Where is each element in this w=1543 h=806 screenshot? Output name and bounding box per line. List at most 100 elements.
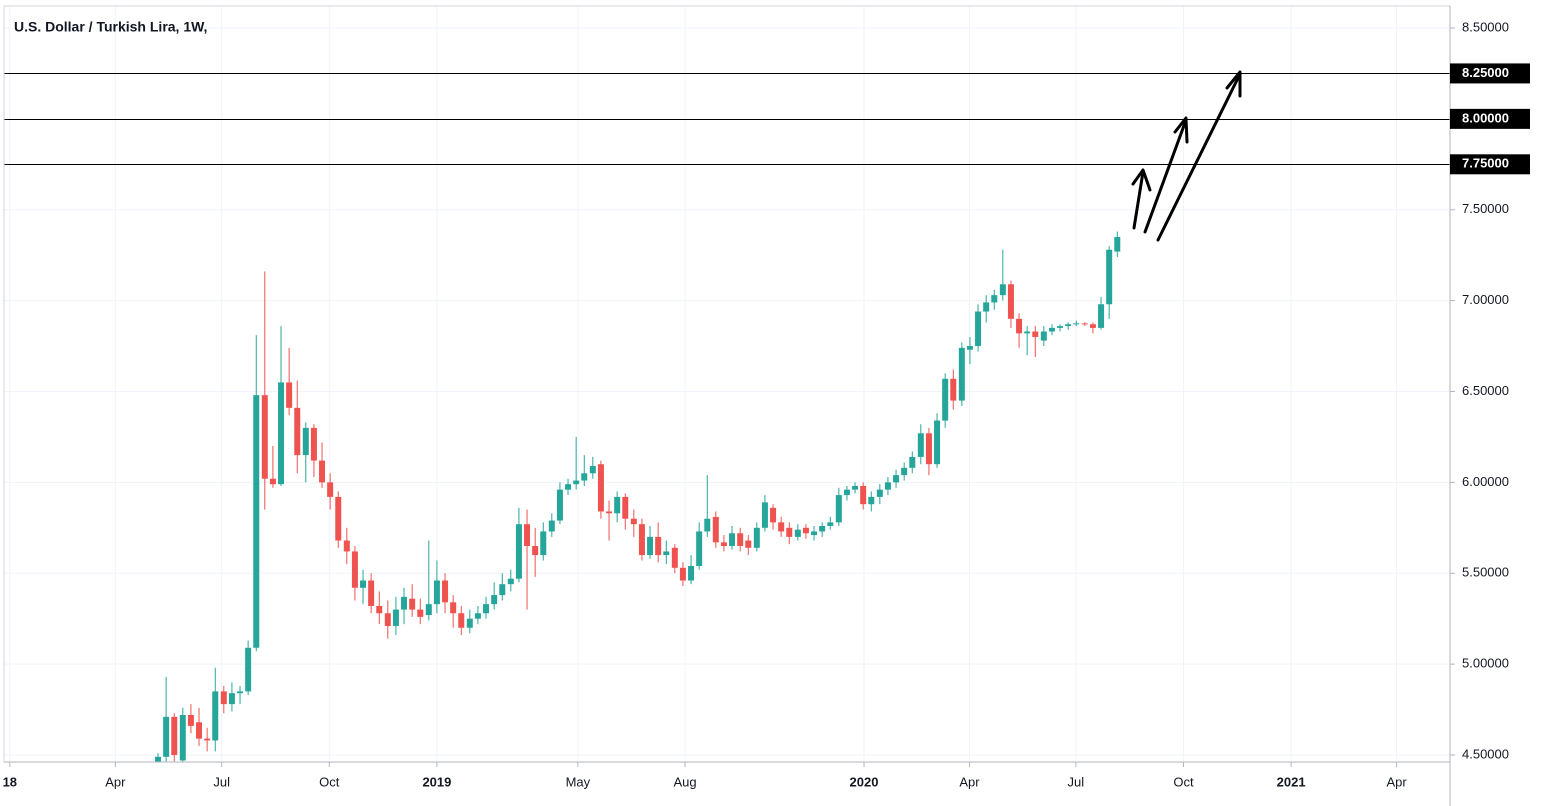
plot-area	[155, 231, 1121, 762]
x-tick-label: Apr	[105, 774, 126, 789]
candle-body	[679, 567, 686, 581]
candle-body	[1106, 249, 1113, 305]
candle-body	[360, 580, 367, 588]
y-tick-label: 8.50000	[1462, 19, 1509, 34]
candle-body	[581, 473, 588, 481]
candle-body	[368, 580, 375, 606]
candle-body	[319, 460, 326, 483]
candle-body	[409, 598, 416, 610]
candle-body	[491, 595, 498, 605]
candle-body	[532, 545, 539, 556]
level-label-box	[1450, 63, 1530, 84]
y-tick-label: 6.00000	[1462, 474, 1509, 489]
candle-body	[565, 484, 572, 490]
arrow-head	[1173, 116, 1189, 144]
candle-body	[1040, 331, 1047, 341]
candle-body	[868, 496, 875, 505]
x-tick-label: 18	[3, 774, 17, 789]
candle-body	[729, 533, 736, 546]
candle-body	[401, 596, 408, 610]
candle-body	[351, 551, 358, 588]
candle-body	[466, 618, 473, 628]
y-tick-label: 6.50000	[1462, 383, 1509, 398]
candle-body	[860, 486, 867, 505]
candle-body	[474, 613, 481, 619]
candle-body	[876, 489, 883, 497]
level-label: 8.25000	[1462, 65, 1509, 80]
candle-body	[1089, 324, 1096, 328]
candle-body	[573, 480, 580, 485]
axes: 4.50000 5.00000 5.50000 6.00000 6.50000 7.000…	[3, 19, 1530, 789]
candle-body	[688, 565, 695, 581]
candle-body	[614, 496, 621, 514]
grid	[4, 6, 1450, 762]
level-label: 8.00000	[1462, 110, 1509, 125]
candle-body	[261, 395, 268, 479]
candle-body	[1032, 331, 1039, 337]
candle-body	[450, 602, 457, 614]
candle-body	[179, 715, 186, 761]
candle-body	[245, 647, 252, 692]
candle-body	[622, 496, 629, 519]
candle-body	[663, 551, 670, 556]
candle-body	[925, 433, 932, 465]
level-label-box	[1450, 154, 1530, 175]
candle-body	[187, 715, 194, 726]
candle-body	[802, 527, 809, 534]
arrow	[1156, 72, 1242, 242]
candle-body	[458, 613, 465, 628]
horizontal-levels	[4, 73, 1450, 165]
candle-body	[761, 502, 768, 528]
x-tick-label: May	[566, 774, 591, 789]
level-label-box	[1450, 108, 1530, 129]
arrow-head	[1131, 168, 1152, 192]
candle-body	[302, 427, 309, 456]
candle-body	[220, 691, 227, 705]
candle-body	[1016, 318, 1023, 334]
candle-body	[966, 346, 973, 350]
candle-body	[171, 716, 178, 756]
x-tick-label: Apr	[1386, 774, 1407, 789]
candle-body	[556, 489, 563, 521]
candle-body	[1073, 323, 1080, 325]
candle-body	[811, 531, 818, 536]
candle-body	[335, 496, 342, 541]
chart-title: U.S. Dollar / Turkish Lira, 1W,	[14, 19, 207, 35]
x-tick-label: 2021	[1277, 774, 1306, 789]
candle-body	[286, 382, 293, 408]
candle-body	[819, 525, 826, 532]
candle-body	[647, 536, 654, 556]
candle-body	[294, 407, 301, 456]
candle-body	[228, 693, 235, 705]
y-tick-label: 5.50000	[1462, 565, 1509, 580]
x-tick-label: Jul	[213, 774, 230, 789]
candle-body	[343, 540, 350, 552]
candle-body	[327, 482, 334, 497]
candle-body	[392, 609, 399, 626]
candle-body	[655, 536, 662, 556]
y-tick-label: 5.00000	[1462, 656, 1509, 671]
candle-body	[515, 524, 522, 579]
candle-body	[893, 475, 900, 483]
candle-body	[712, 516, 719, 543]
drawn-arrows	[1131, 70, 1242, 242]
candle-body	[1007, 284, 1014, 319]
x-tick-label: Oct	[1173, 774, 1194, 789]
candle-body	[696, 531, 703, 566]
candle-body	[483, 604, 490, 614]
candle-body	[589, 466, 596, 474]
y-tick-label: 4.50000	[1462, 746, 1509, 761]
candle-body	[1057, 326, 1064, 328]
candle-body	[909, 456, 916, 468]
candle-body	[745, 540, 752, 548]
candle-body	[310, 427, 317, 461]
candle-body	[524, 524, 531, 546]
candle-body	[540, 531, 547, 556]
candle-body	[720, 542, 727, 546]
candle-body	[1081, 323, 1088, 325]
y-tick-label: 7.00000	[1462, 292, 1509, 307]
x-tick-label: Jul	[1068, 774, 1085, 789]
arrow	[1143, 118, 1188, 234]
candle-body	[934, 420, 941, 465]
